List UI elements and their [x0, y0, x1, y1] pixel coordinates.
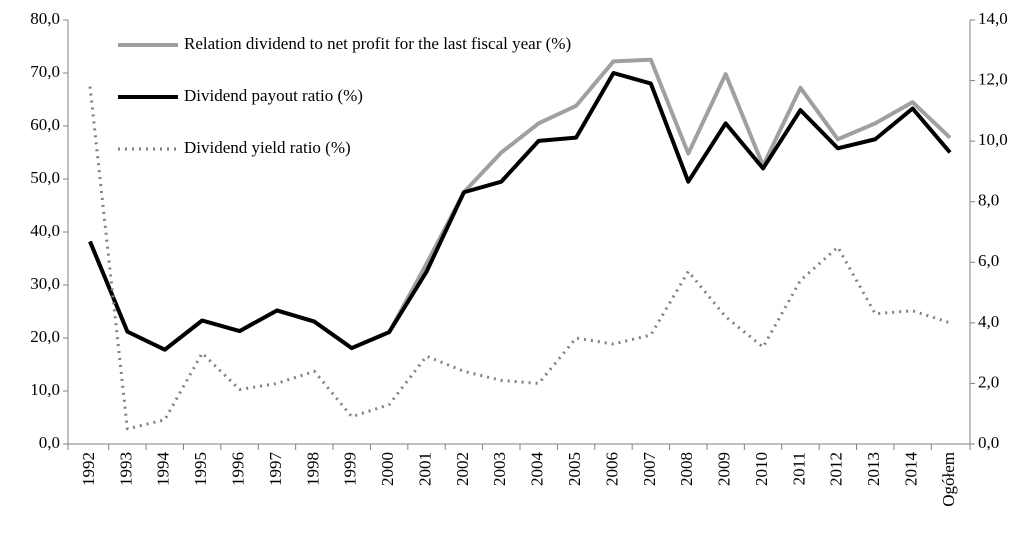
- y2-tick-label: 10,0: [978, 130, 1008, 149]
- y-tick-label: 70,0: [30, 62, 60, 81]
- y-tick-label: 30,0: [30, 274, 60, 293]
- y-tick-label: 80,0: [30, 9, 60, 28]
- x-tick-label: 2010: [752, 452, 771, 486]
- x-tick-label: 2009: [715, 452, 734, 486]
- x-tick-label: Ogółem: [939, 452, 958, 507]
- x-tick-label: 2005: [565, 452, 584, 486]
- y-tick-label: 50,0: [30, 168, 60, 187]
- x-tick-label: 2000: [378, 452, 397, 486]
- x-tick-label: 1992: [79, 452, 98, 486]
- x-tick-label: 2001: [415, 452, 434, 486]
- x-tick-label: 2013: [864, 452, 883, 486]
- x-tick-label: 2007: [640, 452, 659, 487]
- y2-tick-label: 6,0: [978, 251, 999, 270]
- legend-label: Dividend payout ratio (%): [184, 86, 363, 105]
- y2-tick-label: 12,0: [978, 69, 1008, 88]
- x-tick-label: 2011: [789, 452, 808, 485]
- y2-tick-label: 4,0: [978, 312, 999, 331]
- x-tick-label: 2012: [827, 452, 846, 486]
- y2-tick-label: 14,0: [978, 9, 1008, 28]
- y-tick-label: 60,0: [30, 115, 60, 134]
- x-tick-label: 2008: [677, 452, 696, 486]
- x-tick-label: 1995: [191, 452, 210, 486]
- y2-tick-label: 8,0: [978, 191, 999, 210]
- x-tick-label: 2014: [902, 452, 921, 487]
- y2-tick-label: 2,0: [978, 372, 999, 391]
- x-tick-label: 2003: [490, 452, 509, 486]
- x-tick-label: 2006: [602, 452, 621, 486]
- x-tick-label: 1996: [228, 452, 247, 486]
- y-tick-label: 40,0: [30, 221, 60, 240]
- x-tick-label: 2002: [453, 452, 472, 486]
- x-tick-label: 1997: [266, 452, 285, 487]
- y-tick-label: 0,0: [39, 433, 60, 452]
- y-tick-label: 20,0: [30, 327, 60, 346]
- x-tick-label: 2004: [528, 452, 547, 487]
- legend-label: Relation dividend to net profit for the …: [184, 34, 571, 53]
- x-tick-label: 1993: [116, 452, 135, 486]
- y2-tick-label: 0,0: [978, 433, 999, 452]
- legend-label: Dividend yield ratio (%): [184, 138, 351, 157]
- series-line: [88, 71, 952, 352]
- y-tick-label: 10,0: [30, 380, 60, 399]
- x-tick-label: 1998: [303, 452, 322, 486]
- x-tick-label: 1999: [341, 452, 360, 486]
- x-tick-label: 1994: [154, 452, 173, 487]
